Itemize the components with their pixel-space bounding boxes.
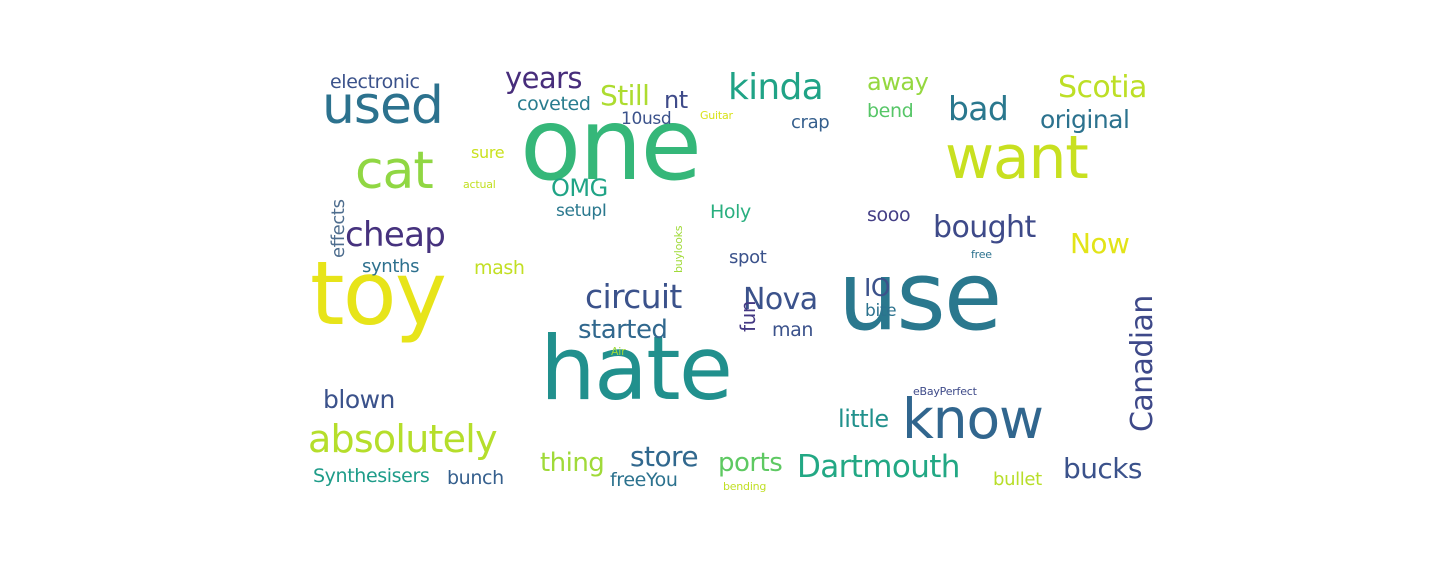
word-fun: fun bbox=[736, 300, 760, 332]
word-electronic: electronic bbox=[330, 71, 420, 93]
word-crap: crap bbox=[791, 112, 830, 133]
word-bite: bite bbox=[865, 301, 897, 321]
word-10usd: 10usd bbox=[621, 109, 672, 129]
word-spot: spot bbox=[729, 247, 767, 268]
word-mash: mash bbox=[474, 257, 525, 279]
word-scotia: Scotia bbox=[1058, 70, 1147, 105]
word-nt: nt bbox=[664, 86, 688, 114]
word-nova: Nova bbox=[743, 282, 818, 317]
word-cheap: cheap bbox=[345, 215, 446, 255]
word-use: use bbox=[838, 242, 1002, 352]
word-ports: ports bbox=[718, 448, 783, 478]
word-guitar: Guitar bbox=[700, 109, 733, 122]
word-ebayperfect: eBayPerfect bbox=[913, 385, 977, 398]
word-absolutely: absolutely bbox=[308, 417, 498, 461]
word-one: one bbox=[520, 86, 702, 203]
word-original: original bbox=[1040, 105, 1130, 134]
word-little: little bbox=[838, 405, 889, 433]
word-free: free bbox=[971, 248, 992, 261]
word-kinda: kinda bbox=[728, 67, 824, 108]
word-know: know bbox=[902, 387, 1044, 451]
word-still: Still bbox=[600, 79, 650, 112]
word-started: started bbox=[578, 315, 668, 345]
word-used: used bbox=[322, 76, 444, 136]
word-store: store bbox=[630, 440, 699, 473]
word-sure: sure bbox=[471, 143, 505, 162]
word-bending: bending bbox=[723, 480, 767, 493]
word-setupi: setupI bbox=[556, 201, 607, 221]
word-effects: effects bbox=[328, 199, 349, 258]
word-freeyou: freeYou bbox=[610, 469, 678, 491]
word-coveted: coveted bbox=[517, 93, 591, 115]
word-actual: actual bbox=[463, 178, 496, 191]
word-circuit: circuit bbox=[585, 277, 682, 316]
word-bunch: bunch bbox=[447, 467, 504, 489]
word-synthesisers: Synthesisers bbox=[313, 465, 430, 487]
word-want: want bbox=[945, 123, 1089, 193]
word-years: years bbox=[505, 61, 583, 95]
word-buylooks: buylooks bbox=[672, 225, 685, 273]
word-sooo: sooo bbox=[867, 204, 911, 226]
word-toy: toy bbox=[310, 242, 447, 345]
word-hate: hate bbox=[540, 317, 733, 420]
word-bullet: bullet bbox=[993, 469, 1042, 490]
word-io: IO bbox=[864, 273, 891, 302]
word-now: Now bbox=[1070, 227, 1130, 260]
word-air: Air bbox=[611, 345, 626, 358]
word-away: away bbox=[867, 68, 929, 96]
word-synths: synths bbox=[362, 256, 420, 277]
word-bad: bad bbox=[948, 89, 1009, 128]
word-omg: OMG bbox=[551, 174, 608, 202]
word-bend: bend bbox=[867, 100, 914, 122]
word-bought: bought bbox=[933, 210, 1036, 245]
word-cat: cat bbox=[355, 141, 434, 201]
word-holy: Holy bbox=[710, 201, 751, 223]
word-thing: thing bbox=[540, 448, 605, 478]
word-dartmouth: Dartmouth bbox=[797, 449, 960, 485]
word-blown: blown bbox=[323, 385, 395, 414]
word-man: man bbox=[772, 319, 814, 341]
word-canadian: Canadian bbox=[1125, 295, 1160, 432]
word-bucks: bucks bbox=[1063, 452, 1142, 485]
